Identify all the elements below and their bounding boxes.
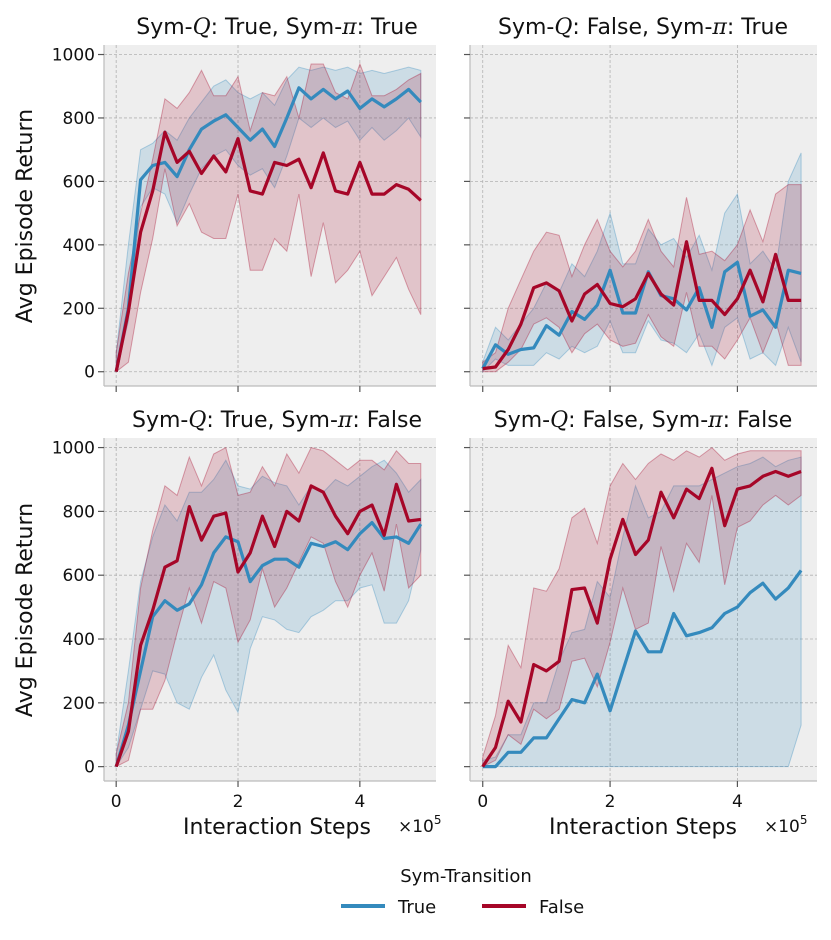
- y-tick-label: 800: [63, 109, 95, 129]
- y-tick-label: 800: [63, 502, 95, 522]
- panel-title: Sym-Q: True, Sym-π: True: [136, 15, 418, 40]
- x-tick-label: 0: [111, 792, 122, 812]
- y-tick-label: 0: [84, 363, 95, 383]
- y-tick-label: 600: [63, 566, 95, 586]
- series-line-false: [482, 240, 802, 371]
- y-tick-label: 400: [63, 236, 95, 256]
- legend: Sym-Transition True False: [341, 866, 584, 918]
- band-true: [482, 456, 802, 768]
- panel-title: Sym-Q: True, Sym-π: False: [132, 408, 422, 433]
- series-line-true: [114, 520, 423, 768]
- y-tick-label: 600: [63, 172, 95, 192]
- plot-background: [470, 45, 817, 386]
- band-false: [482, 446, 802, 768]
- y-axis-label: Avg Episode Return: [13, 109, 38, 323]
- y-tick-label: 1000: [52, 439, 95, 459]
- band-true: [482, 152, 802, 373]
- band-true: [115, 459, 422, 769]
- legend-label-true: True: [397, 897, 436, 918]
- x-tick-label: 0: [477, 792, 488, 812]
- x-tick-label: 4: [354, 792, 365, 812]
- series-line-true: [482, 569, 803, 769]
- legend-title: Sym-Transition: [400, 866, 532, 887]
- series-line-false: [114, 482, 422, 768]
- x-tick-label: 4: [732, 792, 743, 812]
- y-tick-label: 0: [84, 758, 95, 778]
- series-line-false: [481, 466, 802, 768]
- panel-top-right: Sym-Q: False, Sym-π: True: [464, 15, 817, 392]
- y-tick-label: 400: [63, 630, 95, 650]
- series-line-false: [114, 130, 422, 373]
- series-line-true: [114, 86, 422, 373]
- x-axis-label: Interaction Steps: [183, 815, 371, 840]
- panel-bottom-left: 0 200 400 600 800 1000 0 2 4 Sym-Q: True, Sym-π:…: [13, 408, 442, 840]
- x-multiplier: ×105: [398, 813, 442, 837]
- series-line-true: [481, 260, 802, 370]
- x-axis-label: Interaction Steps: [549, 815, 737, 840]
- plot-background: [470, 438, 817, 781]
- x-tick-label: 2: [233, 792, 244, 812]
- panel-bottom-right: 0 2 4 Sym-Q: False, Sym-π: False Interacti…: [464, 408, 817, 840]
- y-tick-label: 200: [63, 694, 95, 714]
- y-axis-label: Avg Episode Return: [13, 503, 38, 717]
- band-false: [115, 62, 422, 373]
- panel-top-left: 0 200 400 600 800 1000 Sym-Q: True, Sym-π: Tr…: [13, 15, 436, 392]
- panel-title: Sym-Q: False, Sym-π: True: [498, 15, 788, 40]
- x-tick-label: 2: [605, 792, 616, 812]
- y-tick-label: 200: [63, 299, 95, 319]
- plot-background: [104, 45, 436, 386]
- legend-label-false: False: [539, 897, 584, 918]
- band-false: [482, 184, 802, 373]
- panel-title: Sym-Q: False, Sym-π: False: [494, 408, 793, 433]
- y-tick-label: 1000: [52, 46, 95, 66]
- x-multiplier: ×105: [764, 813, 808, 837]
